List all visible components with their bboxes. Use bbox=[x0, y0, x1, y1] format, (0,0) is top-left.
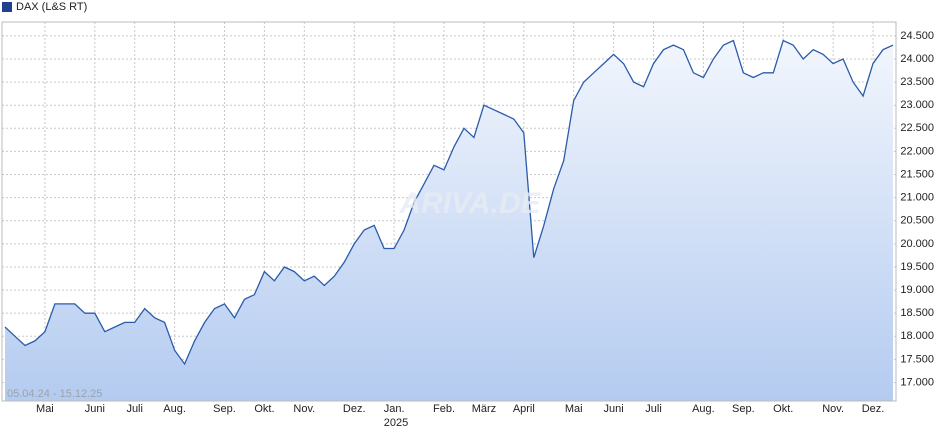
x-tick-label: Jan. bbox=[384, 403, 405, 415]
plot-border bbox=[1, 21, 897, 402]
x-tick-label: Juni bbox=[85, 403, 105, 415]
y-tick-label: 18.500 bbox=[900, 307, 934, 319]
y-tick-label: 18.000 bbox=[900, 330, 934, 342]
x-tick-label: Dez. bbox=[862, 403, 885, 415]
y-tick-label: 17.500 bbox=[900, 353, 934, 365]
x-tick-label: Sep. bbox=[732, 403, 755, 415]
x-tick-label: April bbox=[513, 403, 535, 415]
y-tick-label: 24.500 bbox=[900, 30, 934, 42]
y-tick-label: 24.000 bbox=[900, 53, 934, 65]
x-tick-label: Dez. bbox=[343, 403, 366, 415]
y-tick-label: 20.000 bbox=[900, 238, 934, 250]
x-tick-label: Okt. bbox=[773, 403, 793, 415]
x-tick-label: Aug. bbox=[692, 403, 715, 415]
area-fill bbox=[5, 40, 893, 401]
price-line bbox=[4, 39, 894, 366]
plot-area bbox=[2, 22, 896, 401]
y-tick-label: 19.000 bbox=[900, 284, 934, 296]
x-tick-label: Okt. bbox=[254, 403, 274, 415]
x-tick-label: Nov. bbox=[293, 403, 315, 415]
x-tick-label: Sep. bbox=[213, 403, 236, 415]
y-tick-label: 19.500 bbox=[900, 261, 934, 273]
legend-swatch bbox=[2, 2, 12, 12]
y-tick-label: 23.500 bbox=[900, 76, 934, 88]
x-tick-label: Juni bbox=[604, 403, 624, 415]
y-tick-label: 22.000 bbox=[900, 145, 934, 157]
watermark: ARIVA.DE bbox=[398, 187, 541, 220]
x-tick-label: März bbox=[472, 403, 496, 415]
y-tick-label: 20.500 bbox=[900, 215, 934, 227]
legend-label: DAX (L&S RT) bbox=[16, 1, 87, 13]
y-tick-label: 21.000 bbox=[900, 192, 934, 204]
x-tick-label: Mai bbox=[36, 403, 54, 415]
x-tick-label: Feb. bbox=[433, 403, 455, 415]
x-tick-label: Nov. bbox=[822, 403, 844, 415]
y-tick-label: 21.500 bbox=[900, 168, 934, 180]
y-tick-label: 23.000 bbox=[900, 99, 934, 111]
year-label: 2025 bbox=[384, 417, 408, 429]
x-tick-label: Mai bbox=[565, 403, 583, 415]
x-tick-label: Juli bbox=[126, 403, 143, 415]
y-tick-label: 22.500 bbox=[900, 122, 934, 134]
x-tick-label: Juli bbox=[645, 403, 662, 415]
y-tick-label: 17.000 bbox=[900, 376, 934, 388]
x-tick-label: Aug. bbox=[163, 403, 186, 415]
date-range: 05.04.24 - 15.12.25 bbox=[7, 388, 102, 400]
